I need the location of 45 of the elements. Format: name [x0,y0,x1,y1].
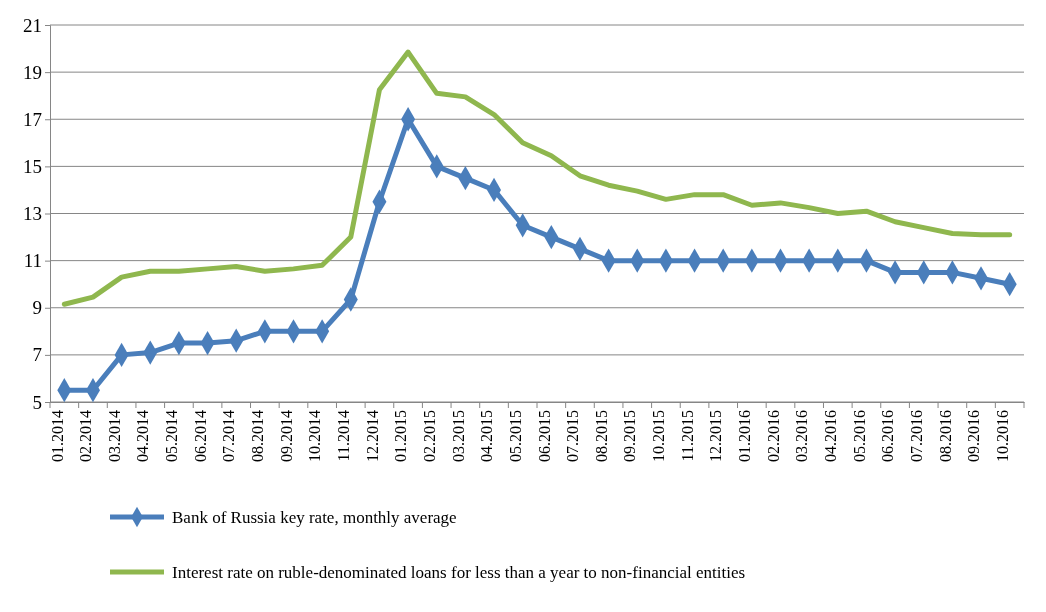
x-tick-label: 08.2016 [936,410,954,462]
x-tick-label: 11.2014 [334,410,352,462]
x-tick-label: 04.2015 [478,410,496,462]
x-tick-label: 02.2014 [77,410,95,462]
x-tick-label: 04.2014 [134,410,152,462]
x-tick-label: 01.2016 [736,410,754,462]
x-tick-label: 07.2016 [907,410,925,462]
y-tick-label: 17 [23,108,42,130]
x-tick-label: 06.2016 [879,410,897,462]
y-tick-label: 7 [32,344,42,366]
x-tick-label: 03.2016 [793,410,811,462]
x-tick-label: 07.2014 [220,410,238,462]
y-tick-label: 11 [23,250,42,272]
x-tick-label: 10.2015 [650,410,668,462]
y-tick-label: 15 [23,155,42,177]
y-tick-label: 19 [23,61,42,83]
x-tick-label: 06.2015 [535,410,553,462]
x-tick-label: 08.2014 [249,410,267,462]
x-tick-label: 07.2015 [564,410,582,462]
x-tick-label: 05.2014 [163,410,181,462]
y-tick-label: 5 [32,391,42,413]
legend-label: Interest rate on ruble-denominated loans for less than a year to non-financial entities [172,562,746,582]
x-tick-label: 12.2015 [707,410,725,462]
x-tick-label: 11.2015 [678,410,696,462]
x-tick-label: 03.2015 [449,410,467,462]
x-tick-label: 09.2015 [621,410,639,462]
x-tick-label: 01.2015 [392,410,410,462]
x-tick-label: 10.2016 [993,410,1011,462]
x-tick-label: 05.2016 [850,410,868,462]
y-tick-label: 13 [23,203,42,225]
x-tick-label: 10.2014 [306,410,324,462]
x-tick-label: 09.2016 [965,410,983,462]
x-tick-label: 08.2015 [592,410,610,462]
y-tick-label: 9 [32,297,42,319]
legend-label: Bank of Russia key rate, monthly average [172,507,457,527]
x-tick-label: 09.2014 [277,410,295,462]
x-tick-label: 05.2015 [506,410,524,462]
x-tick-label: 02.2015 [420,410,438,462]
x-tick-label: 06.2014 [191,410,209,462]
x-tick-label: 02.2016 [764,410,782,462]
y-tick-label: 21 [23,14,42,36]
x-tick-label: 04.2016 [821,410,839,462]
x-tick-label: 01.2014 [48,410,66,462]
x-tick-label: 03.2014 [105,410,123,462]
x-tick-label: 12.2014 [363,410,381,462]
